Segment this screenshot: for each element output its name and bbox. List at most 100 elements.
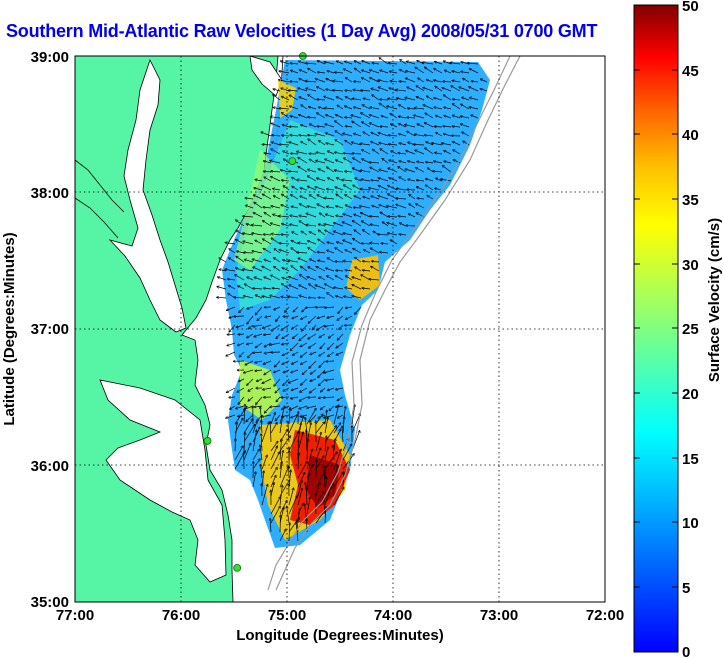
- velocity-arrow: [372, 149, 380, 155]
- velocity-arrow: [396, 198, 407, 199]
- velocity-arrow: [308, 95, 317, 101]
- velocity-arrow: [254, 277, 263, 281]
- velocity-arrow: [319, 351, 326, 356]
- velocity-arrow: [325, 159, 335, 164]
- velocity-arrow: [299, 274, 308, 281]
- velocity-arrow: [425, 113, 434, 119]
- velocity-arrow: [238, 334, 245, 335]
- velocity-arrow: [299, 97, 308, 101]
- velocity-arrow: [270, 483, 274, 497]
- velocity-arrow: [306, 472, 310, 488]
- velocity-arrow: [399, 177, 407, 182]
- velocity-arrow: [362, 105, 371, 110]
- velocity-arrow: [279, 450, 283, 470]
- velocity-arrow: [300, 351, 308, 357]
- velocity-arrow: [307, 176, 317, 182]
- velocity-arrow: [244, 259, 254, 263]
- velocity-arrow: [235, 438, 236, 452]
- velocity-arrow: [307, 206, 317, 209]
- velocity-arrow: [288, 378, 299, 383]
- velocity-arrow: [282, 135, 290, 136]
- velocity-arrow: [362, 61, 371, 65]
- velocity-arrow: [289, 106, 299, 110]
- velocity-arrow: [245, 360, 254, 365]
- velocity-arrow: [254, 188, 263, 191]
- velocity-arrow: [399, 134, 407, 137]
- velocity-arrow: [433, 161, 443, 164]
- velocity-arrow: [270, 117, 281, 118]
- velocity-arrow: [345, 78, 353, 83]
- colorbar-tick-label: 45: [682, 63, 699, 80]
- velocity-arrow: [361, 150, 371, 155]
- velocity-arrow: [315, 448, 321, 461]
- bathymetry-contours: [267, 56, 521, 591]
- velocity-arrow: [306, 497, 310, 515]
- velocity-arrow: [336, 351, 344, 355]
- velocity-arrow: [396, 204, 407, 209]
- velocity-arrow: [345, 195, 353, 200]
- velocity-arrow: [264, 177, 272, 182]
- velocity-arrow: [371, 261, 380, 262]
- velocity-arrow: [281, 96, 290, 101]
- velocity-arrow: [312, 324, 317, 330]
- velocity-arrow: [335, 160, 344, 164]
- velocity-arrow: [279, 416, 283, 434]
- velocity-arrow: [227, 279, 236, 280]
- velocity-arrow: [262, 296, 272, 299]
- velocity-arrow: [226, 351, 236, 356]
- velocity-arrow: [318, 239, 326, 245]
- velocity-arrow: [288, 277, 299, 281]
- velocity-arrow: [405, 98, 416, 101]
- chesapeake-bay: [108, 58, 187, 333]
- velocity-arrow: [309, 124, 317, 128]
- velocity-arrow: [436, 133, 443, 137]
- velocity-arrow: [467, 63, 479, 64]
- velocity-arrow: [262, 239, 272, 245]
- velocity-arrow: [343, 153, 353, 154]
- velocity-arrow: [281, 180, 290, 181]
- velocity-arrow: [279, 439, 282, 461]
- velocity-arrow: [299, 333, 308, 341]
- velocity-arrow: [381, 243, 389, 244]
- velocity-arrow: [247, 306, 254, 309]
- velocity-arrow: [280, 515, 281, 533]
- velocity-arrow: [353, 90, 362, 91]
- velocity-arrow: [372, 63, 380, 64]
- colorbar-tick-label: 35: [682, 192, 699, 209]
- velocity-arrow: [378, 80, 389, 83]
- velocity-arrow: [327, 342, 335, 350]
- velocity-arrow: [452, 81, 461, 83]
- velocity-arrow: [292, 333, 299, 339]
- velocity-arrow: [396, 90, 407, 91]
- velocity-arrow: [252, 233, 263, 236]
- velocity-arrow: [310, 378, 317, 381]
- velocity-arrow: [252, 251, 263, 254]
- velocity-arrow: [299, 396, 308, 401]
- velocity-arrow: [324, 62, 335, 65]
- velocity-arrow: [370, 167, 380, 173]
- velocity-arrow: [306, 465, 313, 479]
- velocity-arrow: [342, 222, 353, 227]
- velocity-arrow: [308, 107, 317, 110]
- velocity-arrow: [253, 267, 263, 272]
- velocity-arrow: [299, 285, 308, 290]
- velocity-arrow: [355, 306, 362, 314]
- velocity-arrow: [230, 405, 236, 409]
- velocity-arrow: [326, 361, 335, 362]
- velocity-arrow: [320, 342, 326, 349]
- velocity-arrow: [351, 405, 355, 425]
- velocity-arrow: [423, 88, 434, 92]
- delaware-bay: [249, 56, 283, 97]
- velocity-arrow: [343, 158, 353, 164]
- velocity-arrow: [443, 126, 452, 127]
- velocity-arrow: [307, 135, 317, 136]
- velocity-arrow: [263, 248, 272, 254]
- velocity-arrow: [361, 90, 371, 91]
- velocity-arrow: [351, 115, 362, 119]
- velocity-arrow: [325, 230, 335, 236]
- velocity-arrow: [387, 233, 398, 236]
- velocity-arrow: [335, 248, 344, 254]
- velocity-arrow: [345, 288, 353, 290]
- velocity-arrow: [335, 140, 344, 146]
- velocity-arrow: [243, 253, 254, 254]
